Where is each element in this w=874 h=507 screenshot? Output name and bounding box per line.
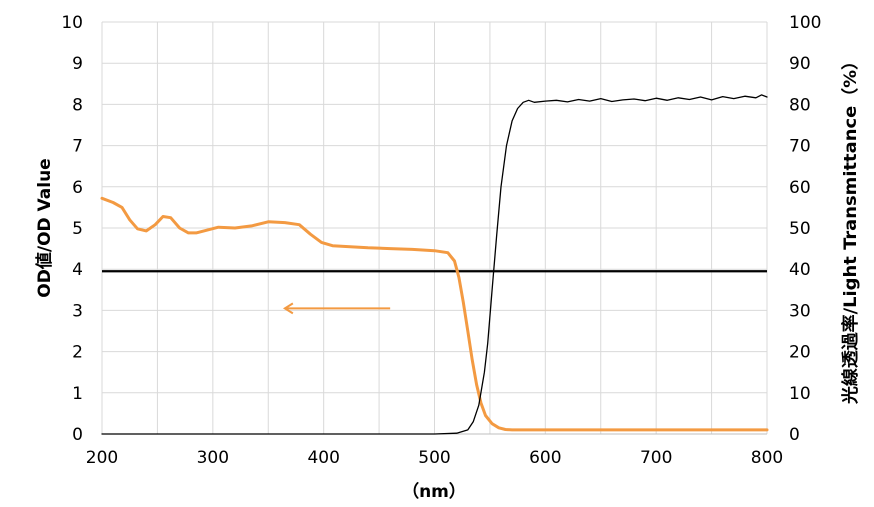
right-tick-label: 30 <box>789 301 811 321</box>
series-layer <box>100 94 769 435</box>
tick-label-layer: 200 300 400 500 600 700 8000123456789100102030… <box>61 13 821 468</box>
od-value-line <box>100 196 769 432</box>
right-tick-label: 90 <box>789 54 811 74</box>
left-tick-label: 1 <box>72 384 83 404</box>
left-tick-label: 4 <box>72 260 83 280</box>
left-axis-title: OD値/OD Value <box>34 158 55 297</box>
left-tick-label: 2 <box>72 343 83 363</box>
x-tick-label: 300 <box>197 448 229 468</box>
left-tick-label: 6 <box>72 178 83 198</box>
right-axis-title: 光線透過率/Light Transmittance（%） <box>840 52 861 405</box>
annotation-arrow-head <box>282 302 294 315</box>
right-tick-label: 20 <box>789 343 811 363</box>
x-tick-label: 500 <box>418 448 450 468</box>
right-tick-label: 50 <box>789 219 811 239</box>
left-tick-label: 5 <box>72 219 83 239</box>
left-tick-label: 0 <box>72 425 83 445</box>
right-tick-label: 60 <box>789 178 811 198</box>
x-tick-label: 200 <box>86 448 118 468</box>
left-tick-label: 9 <box>72 54 83 74</box>
grid-layer <box>101 21 768 435</box>
right-tick-label: 80 <box>789 95 811 115</box>
x-tick-label: 600 <box>529 448 561 468</box>
x-tick-label: 700 <box>640 448 672 468</box>
right-tick-label: 40 <box>789 260 811 280</box>
x-tick-label: 800 <box>751 448 783 468</box>
annotation-layer <box>282 302 391 315</box>
right-tick-label: 10 <box>789 384 811 404</box>
right-tick-label: 0 <box>789 425 800 445</box>
x-axis-title: （nm） <box>402 481 466 502</box>
transmittance-line <box>101 94 768 435</box>
left-tick-label: 7 <box>72 137 83 157</box>
left-tick-label: 8 <box>72 95 83 115</box>
right-tick-label: 70 <box>789 137 811 157</box>
right-tick-label: 100 <box>789 13 821 33</box>
x-tick-label: 400 <box>307 448 339 468</box>
left-tick-label: 10 <box>61 13 83 33</box>
left-tick-label: 3 <box>72 301 83 321</box>
